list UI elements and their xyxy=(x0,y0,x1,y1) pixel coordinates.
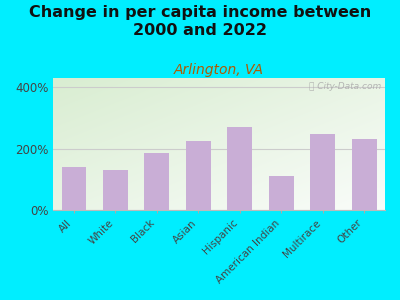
Text: Change in per capita income between
2000 and 2022: Change in per capita income between 2000… xyxy=(29,4,371,38)
Bar xyxy=(62,167,86,210)
Bar xyxy=(228,127,252,210)
Text: ⓘ City-Data.com: ⓘ City-Data.com xyxy=(310,82,382,91)
Bar xyxy=(310,134,335,210)
Bar xyxy=(103,170,128,210)
Bar xyxy=(186,141,211,210)
Bar xyxy=(352,139,377,210)
Title: Arlington, VA: Arlington, VA xyxy=(174,63,264,77)
Bar xyxy=(144,153,169,210)
Bar xyxy=(269,176,294,210)
